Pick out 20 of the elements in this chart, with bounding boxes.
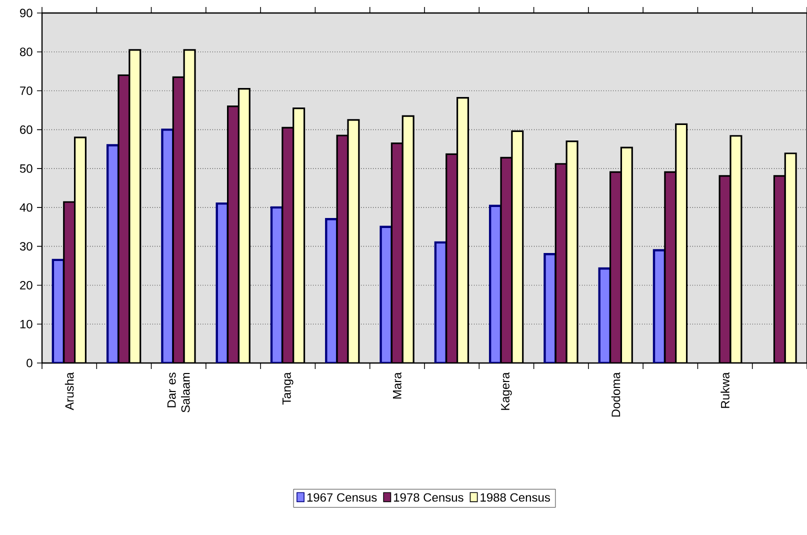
x-tick-label: Dodoma [611,372,620,417]
y-tick-label: 80 [20,48,32,56]
x-tick-label: Kagera [501,372,512,410]
y-tick-label: 90 [20,8,32,18]
legend-label: 1967 Census [307,493,377,502]
x-tick-label: Dar es Salaam [167,372,190,412]
x-tick-label: Rukwa [720,372,730,408]
y-tick-label: 70 [20,86,32,96]
y-tick-label: 60 [20,125,32,134]
y-tick-label: 50 [20,164,32,173]
y-tick-label: 30 [20,242,32,251]
y-tick-label: 10 [20,320,32,328]
x-tick-label: Arusha [64,372,74,410]
x-tick-label: Tanga [282,372,294,405]
y-tick-label: 0 [26,358,32,368]
y-tick-label: 20 [20,280,32,290]
legend-label: 1988 Census [480,493,550,502]
x-tick-label: Mara [393,372,402,399]
legend-label: 1978 Census [394,493,464,502]
y-tick-label: 40 [20,203,32,212]
